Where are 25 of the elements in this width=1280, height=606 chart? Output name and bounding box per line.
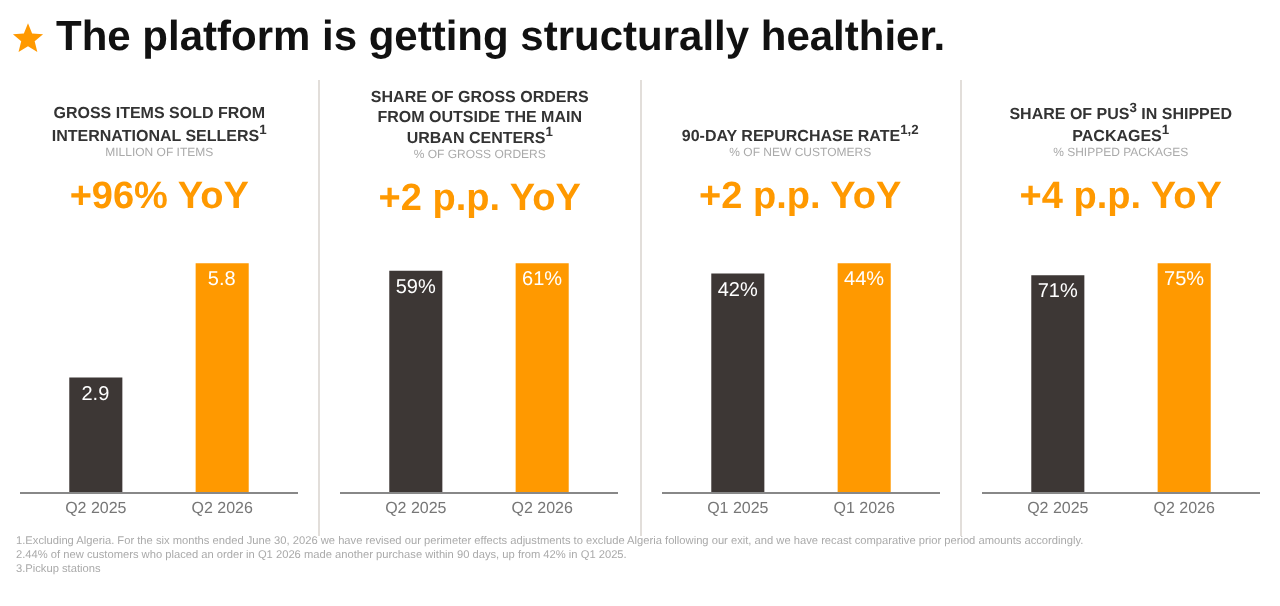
data-label: 44% [843, 269, 884, 292]
chart-title: 90-DAY REPURCHASE RATE$^{1,2}$ [681, 123, 919, 146]
x-tick-label: Q1 2026 [832, 499, 895, 518]
text: +2 p.p. YoY [697, 176, 904, 222]
text: +2 p.p. YoY [376, 178, 583, 225]
data-label: 71% [1037, 281, 1078, 304]
x-tick-label: Q2 2026 [511, 499, 575, 518]
data-label: 75% [1163, 269, 1204, 292]
data-label: 61% [522, 269, 563, 292]
x-tick-label: Q2 2025 [1026, 499, 1090, 518]
x-tick-label: Q2 2026 [1152, 499, 1216, 518]
data-label: 2.9 [81, 383, 111, 406]
x-tick-label: Q1 2025 [706, 499, 769, 518]
data-label: 42% [716, 279, 757, 302]
chart-title: GROSS ITEMS SOLD FROM INTERNATIONAL SELLERS$^{1}$ [49, 104, 269, 146]
chart-title: SHARE OF PUS$^{3}$ IN SHIPPED PACKAGES$^{1}$ [1007, 101, 1235, 146]
data-label: 59% [396, 276, 437, 299]
x-tick-label: Q2 2026 [191, 499, 254, 518]
x-tick-label: Q2 2025 [385, 499, 449, 518]
text: +4 p.p. YoY [1017, 176, 1224, 222]
text: The platform is getting structurally healthier. [56, 14, 946, 62]
chart-title: SHARE OF GROSS ORDERS FROM OUTSIDE THE MAIN URBAN CENTERS$^{1}$ [368, 88, 591, 149]
data-label: 5.8 [207, 269, 237, 292]
x-tick-label: Q2 2025 [65, 499, 128, 518]
text: +96% YoY [67, 176, 251, 222]
